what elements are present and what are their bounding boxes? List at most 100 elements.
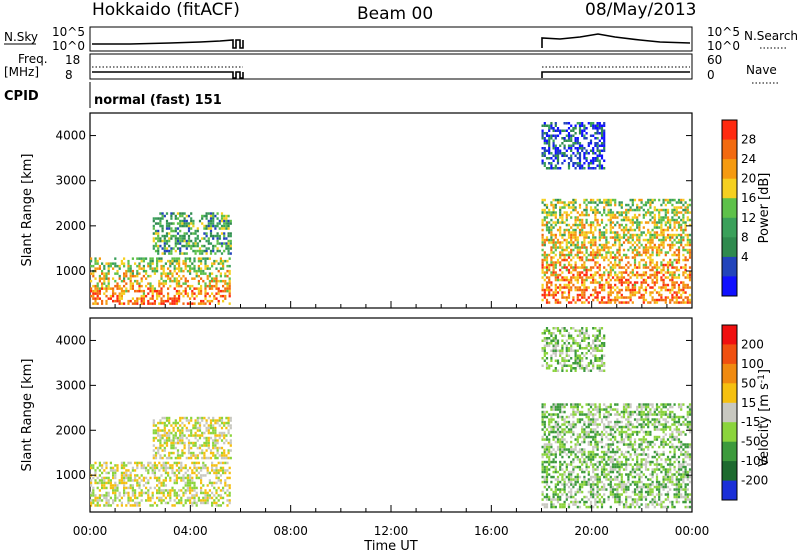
power-cell-r0-199 — [136, 282, 139, 285]
velocity-cell-r0-61 — [103, 476, 106, 480]
velocity-cell-r1-156 — [187, 434, 191, 437]
power-cell-r2-1006 — [636, 236, 639, 239]
power-cell-r2-1278 — [662, 263, 665, 267]
power-cell-r2-973 — [631, 301, 634, 304]
velocity-cell-r0-378 — [175, 479, 178, 482]
velocity-cell-r1-182 — [194, 421, 197, 425]
velocity-cell-r2-295 — [567, 428, 571, 431]
velocity-cell-r1-32 — [159, 436, 162, 440]
velocity-cell-r0-293 — [156, 489, 159, 492]
power-cell-r2-708 — [607, 246, 610, 249]
velocity-cell-r2-783 — [611, 488, 615, 491]
power-cell-r0-306 — [160, 274, 163, 278]
velocity-cell-r2-91 — [548, 453, 551, 456]
power-cell-r0-440 — [189, 287, 192, 290]
power-cell-r0-167 — [129, 264, 132, 268]
velocity-cell-r1-333 — [227, 429, 230, 432]
velocity-cell-r0-117 — [114, 484, 117, 487]
power-cell-r2-1314 — [666, 218, 670, 222]
velocity-cell-r2-304 — [567, 478, 571, 481]
power-cell-r3-243 — [594, 157, 597, 160]
power-cell-r2-387 — [576, 236, 579, 239]
power-cell-r0-428 — [186, 279, 189, 283]
power-cell-r2-692 — [605, 246, 608, 249]
velocity-cell-r0-394 — [180, 464, 183, 467]
power-cell-r2-1379 — [671, 298, 674, 302]
velocity-cell-r2-46 — [543, 478, 546, 481]
velocity-cell-r2-613 — [596, 453, 599, 456]
power-cell-r2-1319 — [666, 236, 670, 239]
power-cell-r3-46 — [550, 127, 553, 130]
power-cell-r2-196 — [559, 208, 562, 212]
velocity-cell-r2-1006 — [633, 440, 637, 444]
velocity-cell-r1-248 — [207, 446, 210, 450]
power-cell-r2-931 — [629, 208, 632, 212]
power-cell-r2-937 — [629, 236, 632, 239]
power-cell-r0-99 — [112, 287, 115, 290]
power-cell-r2-1539 — [686, 283, 689, 287]
velocity-cell-r2-809 — [614, 500, 617, 504]
velocity-cell-r2-902 — [622, 490, 626, 494]
velocity-cell-r0-28 — [94, 499, 97, 502]
power-cell-r2-359 — [574, 206, 577, 209]
power-cell-r0-14 — [92, 292, 95, 295]
velocity-cell-r2-511 — [587, 483, 590, 486]
power-cell-r0-149 — [123, 289, 126, 293]
velocity-cell-r0-460 — [193, 484, 196, 487]
power-cell-r0-120 — [116, 299, 119, 303]
power-cell-r2-686 — [605, 228, 608, 232]
velocity-cell-r2-545 — [592, 408, 595, 411]
power-cell-r2-421 — [578, 266, 582, 269]
power-cell-r1-82 — [170, 237, 173, 240]
velocity-cell-r2-554 — [592, 438, 595, 441]
velocity-cell-r1-195 — [196, 426, 199, 430]
power-cell-r0-532 — [211, 272, 214, 275]
velocity-cell-r2-24 — [541, 503, 544, 506]
power-cell-r2-1454 — [677, 296, 681, 299]
power-cell-r0-108 — [114, 279, 117, 283]
power-cell-r2-657 — [600, 298, 604, 302]
power-cell-r0-455 — [193, 269, 196, 273]
power-cell-r1-152 — [185, 247, 188, 250]
velocity-cell-r2-955 — [627, 485, 630, 489]
velocity-cell-r0-490 — [200, 489, 203, 492]
power-cell-r2-1163 — [651, 273, 654, 277]
power-cell-r2-239 — [561, 291, 564, 294]
velocity-cell-r1-345 — [229, 441, 232, 445]
power-cell-r1-242 — [209, 232, 213, 235]
velocity-cell-r1-321 — [223, 456, 226, 460]
power-cell-r2-1443 — [677, 253, 681, 257]
power-cell-r2-621 — [598, 233, 601, 237]
velocity-cell-r2-572 — [592, 495, 595, 499]
power-cell-r2-374 — [574, 263, 577, 267]
power-cell-r2-234 — [561, 266, 564, 269]
power-cell-r2-1197 — [655, 226, 659, 229]
velocity-cell-r0-381 — [175, 494, 178, 497]
power-cell-r1-300 — [223, 237, 226, 240]
velocity-cell-r2-1095 — [640, 485, 643, 489]
power-cell-r2-983 — [633, 248, 637, 252]
power-cell-r2-542 — [589, 281, 593, 284]
power-cell-r2-54 — [545, 221, 549, 224]
velocity-cell-r0-303 — [158, 489, 161, 492]
power-cell-r1-280 — [218, 242, 221, 245]
velocity-cell-r0-472 — [195, 486, 198, 490]
velocity-cell-r0-550 — [215, 476, 218, 480]
power-cell-r1-127 — [181, 224, 184, 228]
power-cell-r0-160 — [127, 264, 130, 268]
power-cell-r3-85 — [556, 159, 560, 162]
velocity-cell-r1-331 — [227, 421, 230, 425]
velocity-cell-r2-712 — [605, 475, 608, 479]
power-cell-r0-309 — [160, 287, 163, 290]
power-cell-r2-919 — [627, 261, 630, 264]
power-cell-r2-125 — [552, 206, 555, 209]
power-cell-r2-827 — [618, 241, 621, 244]
power-cell-r2-824 — [618, 233, 621, 237]
power-cell-r1-121 — [179, 249, 182, 253]
velocity-cell-r2-841 — [618, 433, 621, 436]
power-cell-r0-213 — [138, 297, 141, 300]
power-cell-r3-110 — [565, 129, 568, 132]
power-cell-r2-289 — [567, 223, 571, 227]
power-cell-r0-275 — [153, 267, 156, 270]
power-cell-r2-1091 — [644, 261, 648, 264]
